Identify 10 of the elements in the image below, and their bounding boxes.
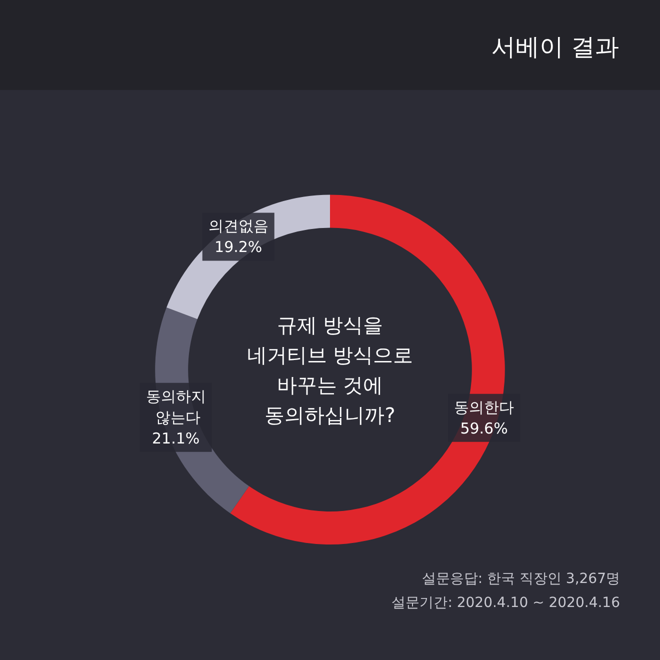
text: 설문응답: 한국 직장인 3,267명 [422, 571, 620, 587]
data-label: 59.6% [460, 419, 508, 438]
data-label: 21.1% [152, 429, 200, 448]
data-label: 19.2% [214, 238, 262, 256]
slice-label: 의견없음 [208, 217, 268, 236]
text: 규제 방식을 네거티브 방식으로 바꾸는 것에 동의하십니까? [246, 313, 414, 427]
slice-label: 동의한다 [454, 398, 514, 416]
slice-label: 동의하지 않는다 [146, 387, 206, 426]
text: 설문기간: 2020.4.10 ~ 2020.4.16 [392, 595, 620, 611]
chart-title: 서베이 결과 [491, 33, 620, 61]
